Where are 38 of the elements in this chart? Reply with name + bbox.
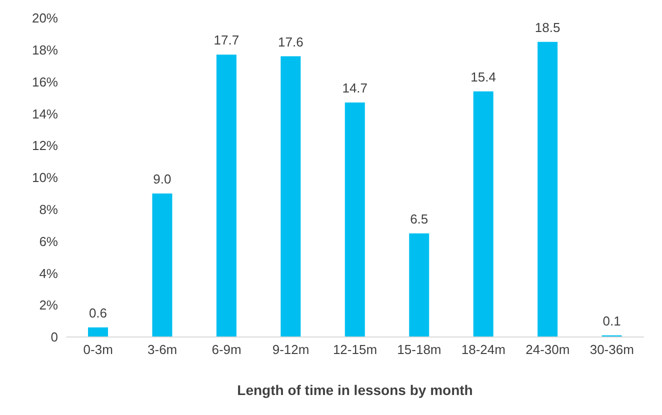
- data-label: 0.6: [88, 305, 108, 320]
- data-label: 15.4: [470, 69, 496, 84]
- x-tick-label: 30-36m: [590, 342, 634, 358]
- bar: [473, 91, 494, 337]
- data-label: 6.5: [410, 211, 428, 226]
- bar: [216, 54, 236, 337]
- y-tick-label: 0: [50, 330, 58, 345]
- y-tick-label: 8%: [39, 202, 58, 218]
- x-tick-label: 24-30m: [526, 342, 570, 358]
- bar: [152, 193, 172, 337]
- data-label: 0.1: [602, 313, 621, 328]
- y-tick-label: 4%: [39, 266, 58, 281]
- x-tick-label: 0-3m: [83, 342, 113, 358]
- y-tick-label: 6%: [39, 234, 58, 249]
- bar: [538, 42, 558, 337]
- x-tick-label: 3-6m: [148, 342, 178, 358]
- bar: [280, 56, 301, 337]
- bar: [344, 102, 365, 337]
- y-tick-label: 18%: [32, 42, 58, 58]
- data-label: 9.0: [153, 171, 172, 186]
- y-tick-label: 16%: [32, 74, 58, 90]
- x-tick-label: 18-24m: [461, 342, 506, 358]
- y-tick-label: 10%: [32, 170, 58, 186]
- x-tick-label: 6-9m: [212, 342, 242, 358]
- x-tick-label: 15-18m: [397, 342, 442, 358]
- y-tick-label: 12%: [32, 138, 58, 154]
- data-label: 17.6: [278, 34, 304, 50]
- x-tick-label: 9-12m: [272, 342, 310, 358]
- x-tick-label: 12-15m: [332, 342, 378, 358]
- y-tick-label: 20%: [32, 10, 58, 26]
- y-tick-label: 14%: [32, 106, 58, 122]
- data-label: 14.7: [342, 80, 368, 96]
- bar: [88, 327, 108, 337]
- y-tick-label: 2%: [39, 298, 58, 313]
- data-label: 18.5: [534, 20, 560, 35]
- data-label: 17.7: [214, 32, 240, 48]
- x-axis-title: Length of time in lessons by month: [237, 382, 473, 398]
- bar: [409, 233, 430, 337]
